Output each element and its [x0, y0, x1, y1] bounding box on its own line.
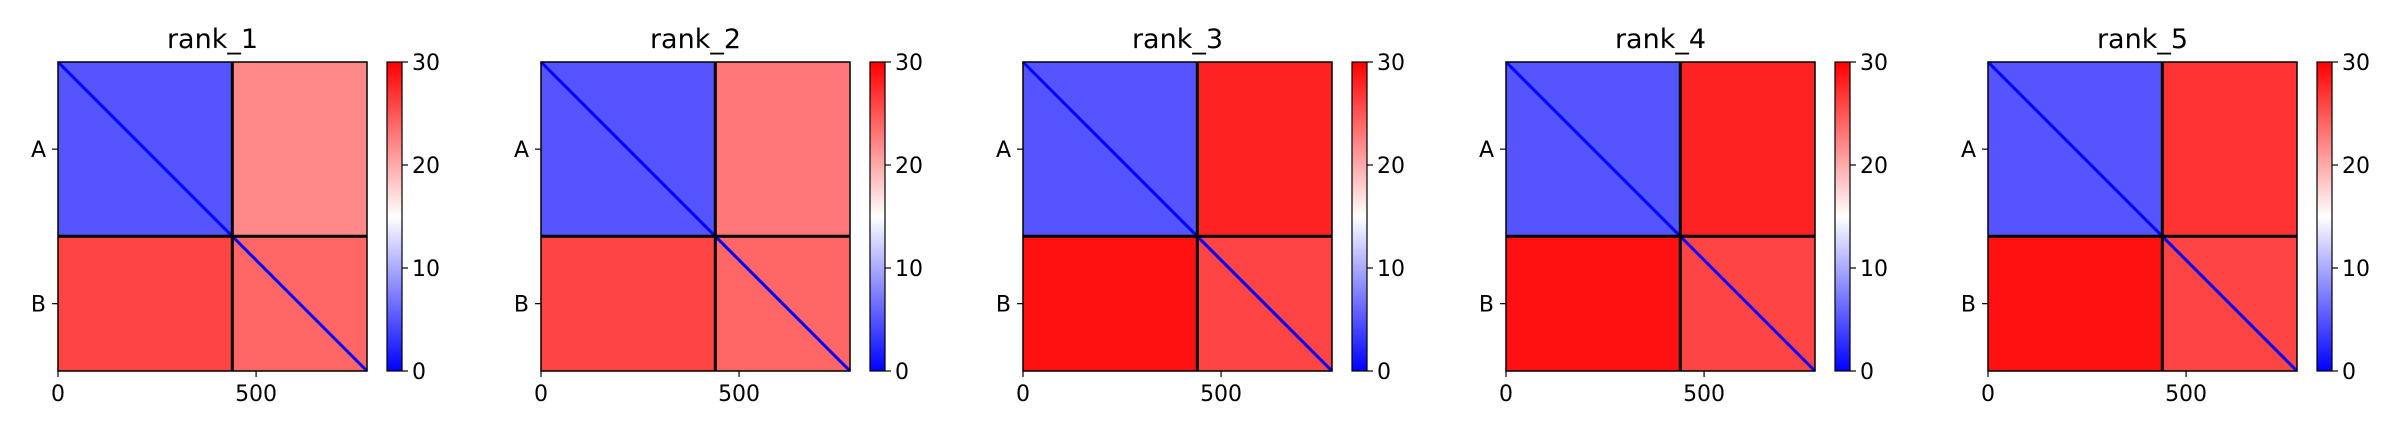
panel-title: rank_5	[2097, 24, 2188, 55]
y-tick-label-b: B	[514, 293, 529, 318]
pae-panel-3: rank_3 0 500 A B 0 10 20 30	[996, 24, 1405, 407]
y-tick-label-a: A	[31, 138, 46, 163]
heatmap-frame	[1022, 61, 1333, 372]
colorbar	[386, 61, 403, 372]
colorbar-tick-label: 30	[1860, 51, 1888, 76]
colorbar-tick-label: 20	[412, 154, 440, 179]
pae-block-b_a	[58, 236, 233, 371]
colorbar-tick-label: 10	[412, 257, 440, 282]
x-tick-label: 500	[235, 382, 277, 407]
panel-title: rank_2	[650, 24, 741, 55]
colorbar-tick-label: 30	[2342, 51, 2370, 76]
pae-diagonal	[1504, 60, 1817, 373]
colorbar-tick-label: 30	[895, 51, 923, 76]
colorbar-tick-label: 30	[1377, 51, 1405, 76]
colorbar-tick-label: 0	[895, 360, 909, 385]
x-tick-label: 0	[1981, 382, 1995, 407]
x-tick-label: 500	[1200, 382, 1242, 407]
colorbar-tick-label: 0	[1377, 360, 1391, 385]
pae-diagonal	[1986, 60, 2299, 373]
y-tick-label-a: A	[1961, 138, 1976, 163]
colorbar-tick-label: 0	[1860, 360, 1874, 385]
x-tick-label: 0	[1016, 382, 1030, 407]
x-tick-label: 500	[1683, 382, 1725, 407]
pae-block-b_a	[1988, 236, 2163, 371]
pae-block-a_b	[232, 62, 367, 237]
y-tick-label-a: A	[514, 138, 529, 163]
pae-diagonal	[539, 60, 852, 373]
colorbar-tick-label: 10	[1377, 257, 1405, 282]
pae-block-a_b	[1680, 62, 1815, 237]
colorbar-tick-label: 20	[1377, 154, 1405, 179]
heatmap-frame	[1505, 61, 1816, 372]
pae-block-b_a	[541, 236, 716, 371]
colorbar-tick-label: 10	[895, 257, 923, 282]
panel-title: rank_4	[1615, 24, 1706, 55]
pae-panel-4: rank_4 0 500 A B 0 10 20 30	[1479, 24, 1888, 407]
y-tick-label-b: B	[1961, 293, 1976, 318]
pae-block-b_a	[1506, 236, 1681, 371]
heatmap-frame	[57, 61, 368, 372]
x-tick-label: 0	[51, 382, 65, 407]
x-tick-label: 0	[1499, 382, 1513, 407]
y-tick-label-a: A	[996, 138, 1011, 163]
colorbar-tick-label: 10	[2342, 257, 2370, 282]
colorbar-tick-label: 20	[2342, 154, 2370, 179]
colorbar	[2316, 61, 2333, 372]
colorbar	[869, 61, 886, 372]
colorbar	[1351, 61, 1368, 372]
pae-panel-1: rank_1 0 500 A B 0 10 20 30	[31, 24, 440, 407]
y-tick-label-b: B	[1479, 293, 1494, 318]
colorbar-tick-label: 30	[412, 51, 440, 76]
colorbar-tick-label: 10	[1860, 257, 1888, 282]
colorbar-tick-label: 20	[1860, 154, 1888, 179]
pae-panel-5: rank_5 0 500 A B 0 10 20 30	[1961, 24, 2370, 407]
pae-block-a_b	[2162, 62, 2297, 237]
colorbar-tick-label: 0	[2342, 360, 2356, 385]
colorbar	[1834, 61, 1851, 372]
colorbar-tick-label: 0	[412, 360, 426, 385]
y-tick-label-b: B	[996, 293, 1011, 318]
y-tick-label-a: A	[1479, 138, 1494, 163]
x-tick-label: 0	[534, 382, 548, 407]
panel-title: rank_1	[167, 24, 258, 55]
pae-block-b_a	[1023, 236, 1198, 371]
pae-panel-2: rank_2 0 500 A B 0 10 20 30	[514, 24, 923, 407]
pae-diagonal	[56, 60, 369, 373]
pae-block-a_b	[715, 62, 850, 237]
y-tick-label-b: B	[31, 293, 46, 318]
pae-diagonal	[1021, 60, 1334, 373]
panel-title: rank_3	[1132, 24, 1223, 55]
colorbar-tick-label: 20	[895, 154, 923, 179]
pae-block-a_b	[1197, 62, 1332, 237]
x-tick-label: 500	[2165, 382, 2207, 407]
heatmap-frame	[1987, 61, 2298, 372]
x-tick-label: 500	[718, 382, 760, 407]
heatmap-frame	[540, 61, 851, 372]
